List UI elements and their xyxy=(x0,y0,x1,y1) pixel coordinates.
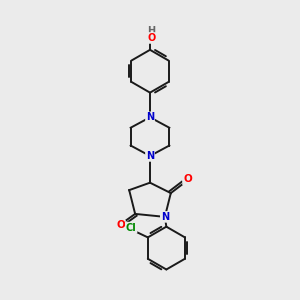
Text: O: O xyxy=(116,220,125,230)
Text: O: O xyxy=(147,33,156,43)
Text: N: N xyxy=(146,151,154,161)
Text: Cl: Cl xyxy=(126,223,136,232)
Text: N: N xyxy=(161,212,169,222)
Text: N: N xyxy=(146,112,154,122)
Text: O: O xyxy=(183,174,192,184)
Text: H: H xyxy=(147,26,155,36)
